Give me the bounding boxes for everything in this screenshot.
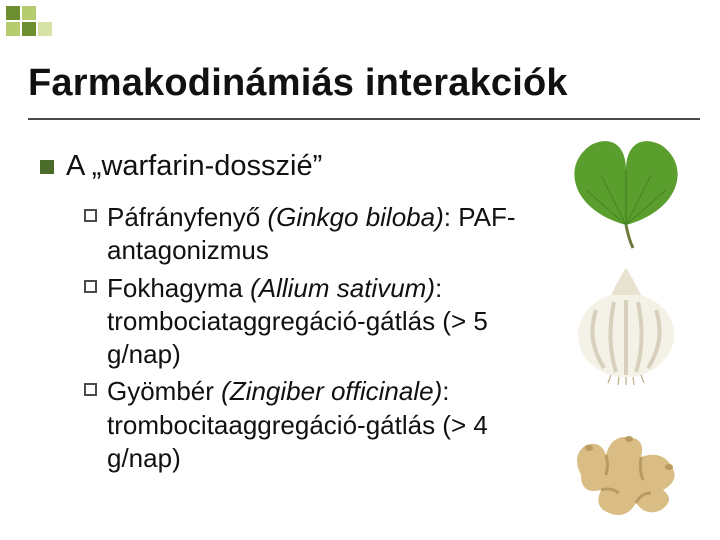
corner-decoration: [6, 6, 52, 36]
level1-text: A „warfarin-dosszié”: [66, 150, 322, 183]
title-underline: [28, 118, 700, 120]
deco-cell: [6, 6, 20, 20]
item-latin: (Zingiber officinale): [221, 376, 442, 406]
garlic-icon: [551, 260, 701, 385]
hollow-square-bullet-icon: [84, 383, 97, 396]
item-text: Páfrányfenyő (Ginkgo biloba): PAF-antago…: [107, 201, 527, 268]
hollow-square-bullet-icon: [84, 209, 97, 222]
item-text: Gyömbér (Zingiber officinale): trombocit…: [107, 375, 527, 475]
deco-cell: [38, 22, 52, 36]
deco-cell: [6, 22, 20, 36]
slide-title: Farmakodinámiás interakciók: [28, 62, 568, 105]
item-latin: (Ginkgo biloba): [267, 202, 443, 232]
ginkgo-leaf-icon: [551, 130, 701, 250]
item-name: Páfrányfenyő: [107, 202, 267, 232]
item-text: Fokhagyma (Allium sativum): trombociatag…: [107, 272, 527, 372]
deco-cell: [38, 6, 52, 20]
illustration-column: [546, 130, 706, 525]
ginger-icon: [551, 395, 701, 525]
deco-cell: [22, 22, 36, 36]
hollow-square-bullet-icon: [84, 280, 97, 293]
item-name: Fokhagyma: [107, 273, 250, 303]
item-latin: (Allium sativum): [250, 273, 435, 303]
item-name: Gyömbér: [107, 376, 221, 406]
square-bullet-icon: [40, 160, 54, 174]
deco-cell: [22, 6, 36, 20]
